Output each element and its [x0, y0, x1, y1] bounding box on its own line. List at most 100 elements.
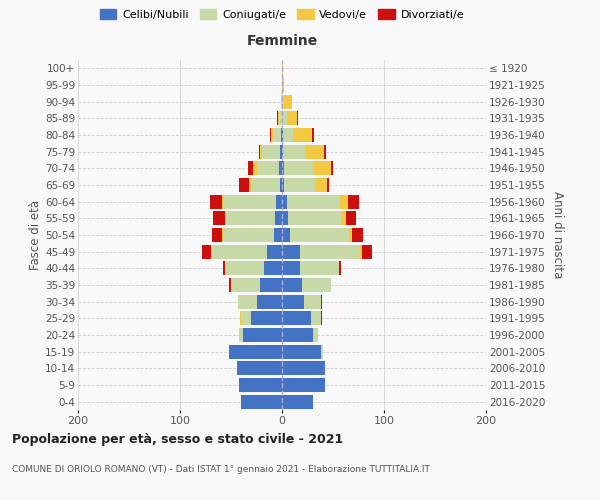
Bar — [339, 261, 341, 276]
Legend: Celibi/Nubili, Coniugati/e, Vedovi/e, Divorziati/e: Celibi/Nubili, Coniugati/e, Vedovi/e, Di… — [97, 6, 467, 23]
Bar — [282, 278, 302, 292]
Text: Popolazione per età, sesso e stato civile - 2021: Popolazione per età, sesso e stato civil… — [12, 432, 343, 446]
Bar — [222, 194, 223, 209]
Bar — [331, 162, 333, 175]
Bar — [321, 344, 323, 359]
Bar — [346, 211, 356, 226]
Bar — [282, 94, 284, 109]
Bar — [262, 144, 280, 159]
Bar — [327, 178, 329, 192]
Bar — [229, 278, 231, 292]
Bar — [283, 128, 293, 142]
Bar — [314, 178, 327, 192]
Bar — [284, 178, 314, 192]
Bar — [222, 228, 223, 242]
Text: COMUNE DI ORIOLO ROMANO (VT) - Dati ISTAT 1° gennaio 2021 - Elaborazione TUTTITA: COMUNE DI ORIOLO ROMANO (VT) - Dati ISTA… — [12, 465, 430, 474]
Bar — [260, 278, 282, 292]
Bar — [287, 194, 340, 209]
Bar — [237, 361, 282, 376]
Bar — [263, 261, 282, 276]
Bar — [223, 261, 225, 276]
Bar — [211, 244, 267, 259]
Bar — [251, 311, 282, 326]
Bar — [282, 361, 325, 376]
Bar — [282, 378, 325, 392]
Bar — [202, 244, 211, 259]
Bar — [284, 94, 292, 109]
Bar — [280, 144, 282, 159]
Bar — [259, 144, 260, 159]
Bar — [239, 378, 282, 392]
Bar — [321, 294, 322, 308]
Bar — [260, 144, 262, 159]
Bar — [281, 94, 282, 109]
Bar — [238, 294, 257, 308]
Bar — [240, 311, 241, 326]
Bar — [257, 162, 279, 175]
Bar — [282, 228, 290, 242]
Bar — [283, 144, 305, 159]
Bar — [276, 194, 282, 209]
Bar — [288, 211, 341, 226]
Text: Femmine: Femmine — [247, 34, 317, 48]
Bar — [341, 211, 346, 226]
Bar — [304, 294, 321, 308]
Y-axis label: Fasce di età: Fasce di età — [29, 200, 42, 270]
Bar — [212, 228, 222, 242]
Bar — [282, 394, 313, 409]
Bar — [305, 144, 324, 159]
Bar — [311, 128, 314, 142]
Bar — [311, 311, 321, 326]
Bar — [281, 128, 282, 142]
Bar — [282, 62, 283, 76]
Bar — [273, 128, 281, 142]
Bar — [313, 328, 318, 342]
Bar — [270, 128, 271, 142]
Bar — [282, 244, 301, 259]
Bar — [313, 162, 331, 175]
Bar — [287, 112, 298, 126]
Bar — [226, 211, 275, 226]
Bar — [282, 311, 311, 326]
Bar — [282, 144, 283, 159]
Bar — [359, 244, 362, 259]
Bar — [225, 211, 226, 226]
Bar — [274, 228, 282, 242]
Bar — [282, 112, 287, 126]
Bar — [267, 244, 282, 259]
Bar — [282, 328, 313, 342]
Bar — [241, 394, 282, 409]
Bar — [243, 328, 282, 342]
Bar — [282, 344, 321, 359]
Bar — [302, 278, 331, 292]
Bar — [275, 211, 282, 226]
Bar — [251, 178, 280, 192]
Bar — [301, 261, 339, 276]
Bar — [229, 344, 282, 359]
Bar — [225, 261, 263, 276]
Bar — [282, 162, 284, 175]
Bar — [277, 112, 278, 126]
Bar — [253, 162, 257, 175]
Bar — [212, 211, 225, 226]
Bar — [362, 244, 372, 259]
Bar — [282, 261, 301, 276]
Bar — [239, 178, 250, 192]
Bar — [282, 294, 304, 308]
Bar — [282, 128, 283, 142]
Bar — [257, 294, 282, 308]
Bar — [279, 112, 282, 126]
Bar — [301, 244, 359, 259]
Bar — [352, 228, 362, 242]
Bar — [271, 128, 273, 142]
Bar — [223, 194, 276, 209]
Bar — [282, 78, 284, 92]
Bar — [280, 178, 282, 192]
Bar — [231, 278, 260, 292]
Bar — [241, 311, 251, 326]
Y-axis label: Anni di nascita: Anni di nascita — [551, 192, 564, 278]
Bar — [284, 162, 313, 175]
Bar — [321, 311, 322, 326]
Bar — [349, 194, 359, 209]
Bar — [248, 162, 253, 175]
